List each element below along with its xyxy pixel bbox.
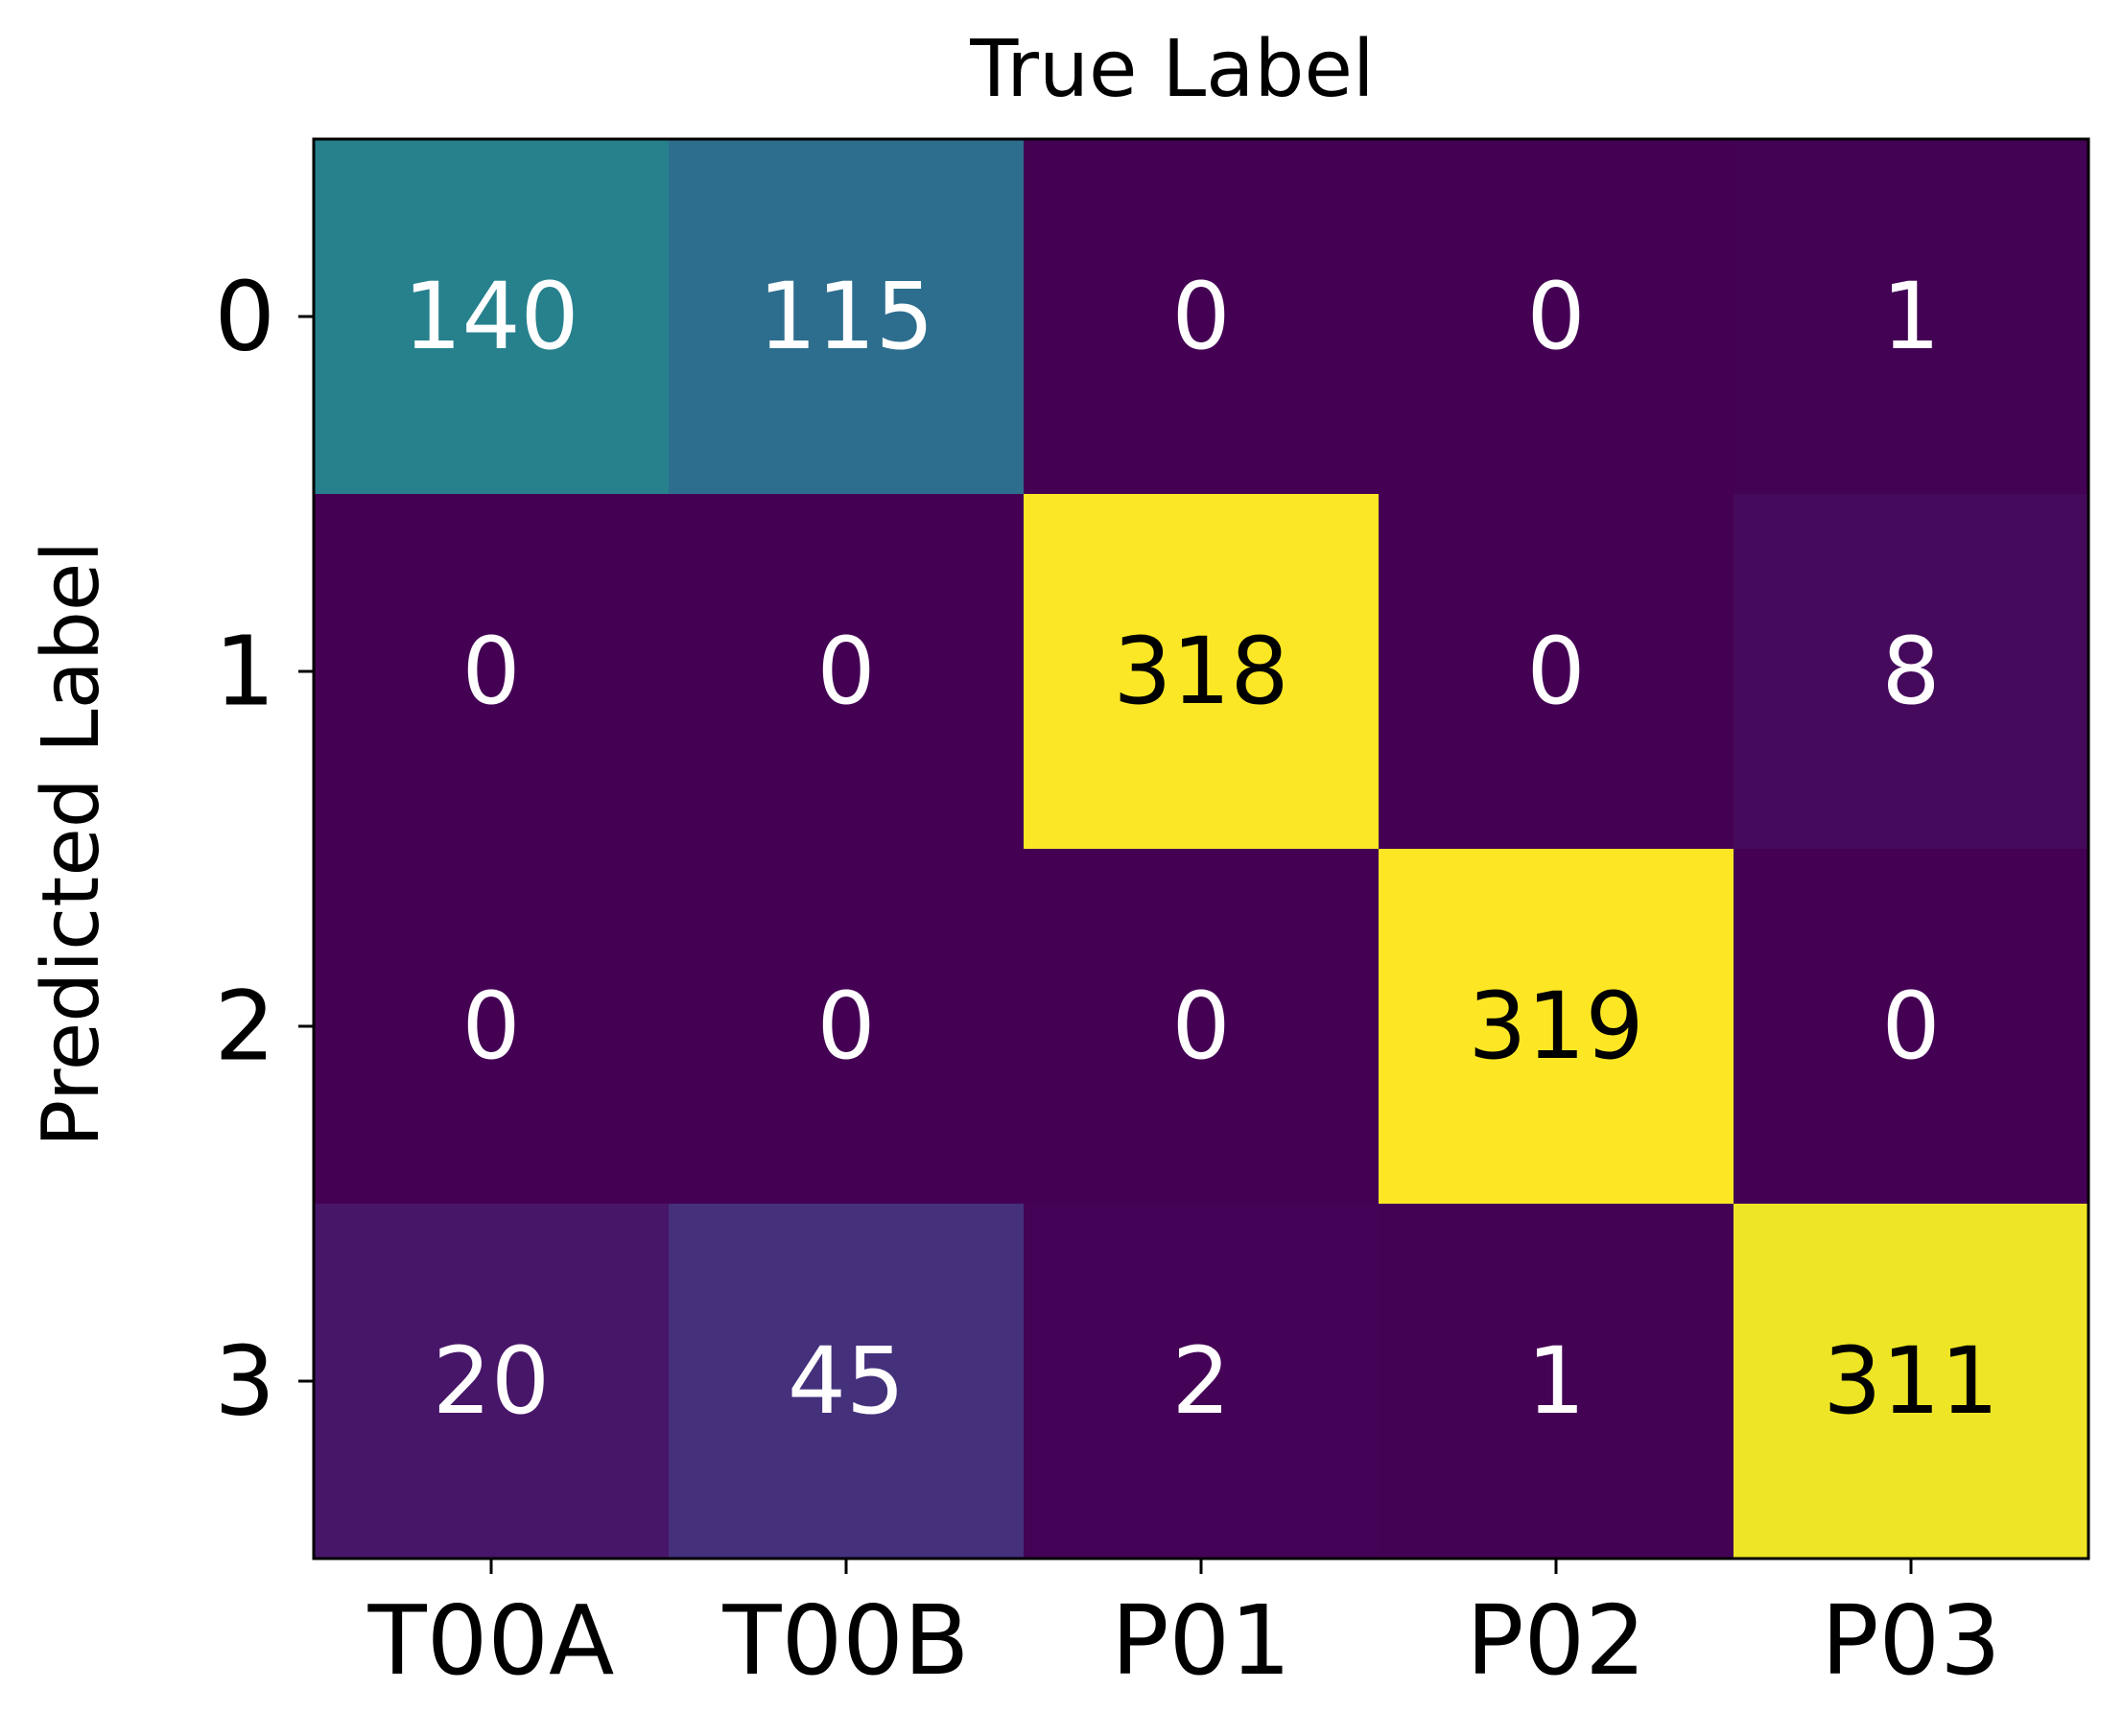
heatmap-cell [314,494,670,850]
cell-value-label: 0 [1171,973,1230,1080]
heatmap-cell [1379,849,1734,1205]
y-axis-ticks: 0 1 2 3 [214,261,314,1438]
cell-value-label: 0 [461,973,520,1080]
cell-value-label: 318 [1113,618,1288,725]
cell-value-label: 0 [816,618,875,725]
chart-title: True Label [969,24,1374,115]
cell-value-label: 20 [433,1327,550,1435]
heatmap-cell [1734,139,2089,495]
heatmap-cell [669,849,1025,1205]
cell-value-label: 140 [403,263,578,370]
heatmap-cell [1024,139,1380,495]
cell-value-label: 0 [1526,263,1585,370]
heatmap-cells [314,139,2089,1560]
heatmap-cell [1379,494,1734,850]
y-tick-label: 0 [214,261,275,373]
heatmap-cell [1024,494,1380,850]
heatmap-cell [314,1204,670,1560]
x-tick-label: T00B [722,1584,970,1697]
heatmap-cell [1734,1204,2089,1560]
y-axis-label: Predicted Label [26,541,117,1147]
x-tick-label: T00A [367,1584,615,1697]
cell-value-label: 0 [1171,263,1230,370]
heatmap-cell [1024,849,1380,1205]
heatmap-cell [1379,1204,1734,1560]
x-tick-label: P02 [1466,1584,1646,1697]
cell-value-label: 0 [1526,618,1585,725]
cell-value-label: 45 [788,1327,905,1435]
x-axis-ticks: T00A T00B P01 P02 P03 [367,1559,2001,1697]
heatmap-cell [314,849,670,1205]
cell-value-label: 0 [461,618,520,725]
y-tick-label: 2 [214,971,275,1083]
heatmap-cell [1734,494,2089,850]
cell-value-label: 8 [1881,618,1940,725]
cell-value-label: 115 [758,263,933,370]
heatmap-cell [669,139,1025,495]
heatmap-cell [669,1204,1025,1560]
cell-value-label: 1 [1881,263,1940,370]
cell-value-labels: 140 115 0 0 1 0 0 318 0 8 0 0 0 319 0 20 45 2 1 311 [403,263,1998,1435]
heatmap-cell [669,494,1025,850]
x-tick-label: P01 [1111,1584,1291,1697]
heatmap-cell [1024,1204,1380,1560]
cell-value-label: 2 [1171,1327,1230,1435]
heatmap-cell [1379,139,1734,495]
y-tick-label: 1 [214,616,275,728]
cell-value-label: 0 [816,973,875,1080]
heatmap-cell [1734,849,2089,1205]
cell-value-label: 319 [1468,973,1643,1080]
cell-value-label: 0 [1881,973,1940,1080]
heatmap-cell [314,139,670,495]
x-tick-label: P03 [1821,1584,2001,1697]
cell-value-label: 311 [1823,1327,1998,1435]
cell-value-label: 1 [1526,1327,1585,1435]
y-tick-label: 3 [214,1325,275,1438]
